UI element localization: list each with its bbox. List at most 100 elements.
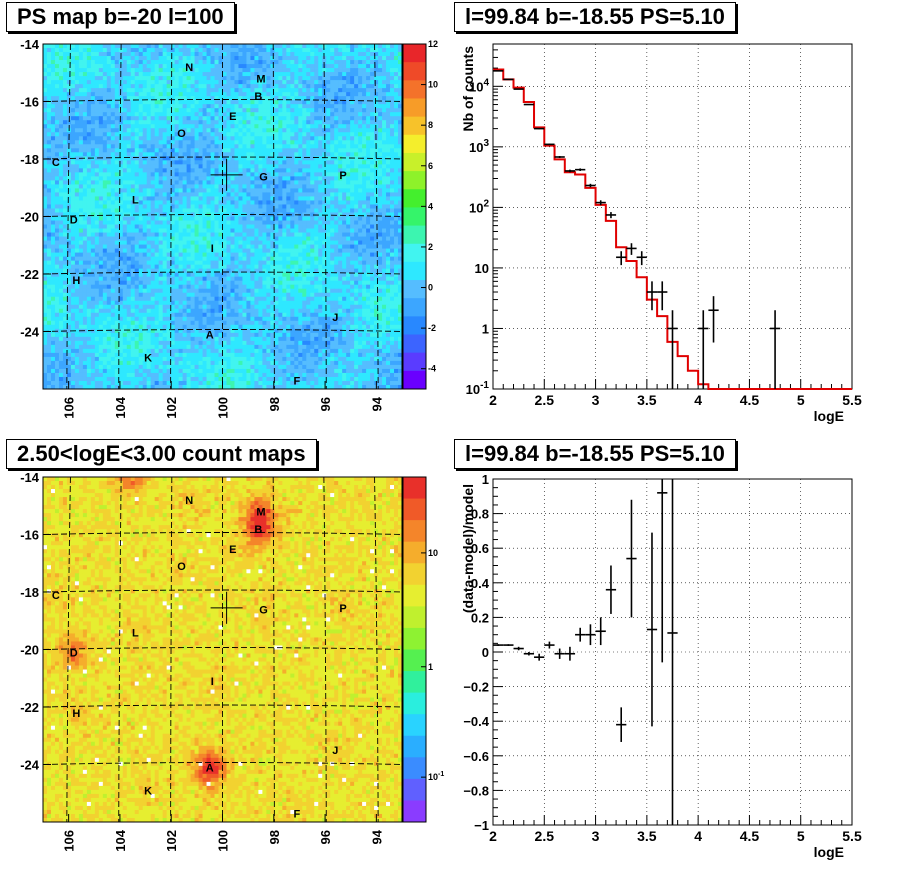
ps-pixel — [106, 168, 112, 173]
ps-pixel — [306, 44, 311, 49]
ps-pixel — [114, 112, 120, 117]
ps-pixel — [334, 68, 339, 73]
ps-pixel — [306, 192, 311, 197]
ps-pixel — [382, 48, 387, 53]
ps-pixel — [138, 216, 144, 221]
ps-pixel — [382, 92, 387, 97]
ps-pixel — [74, 264, 80, 270]
ps-pixel — [194, 232, 199, 237]
ps-pixel — [158, 184, 164, 189]
ps-pixel — [186, 260, 191, 266]
ps-pixel — [266, 160, 271, 165]
ps-pixel — [182, 264, 187, 270]
ps-pixel — [250, 248, 255, 253]
ps-pixel — [178, 156, 184, 161]
ps-pixel — [106, 148, 112, 153]
ps-pixel — [362, 156, 367, 161]
ps-pixel — [46, 204, 52, 209]
ps-pixel — [126, 240, 132, 245]
ps-pixel — [66, 164, 72, 169]
ps-pixel — [162, 196, 168, 201]
ps-pixel — [394, 56, 399, 61]
ps-pixel — [358, 160, 363, 165]
ps-pixel — [322, 216, 327, 221]
ps-pixel — [382, 256, 387, 262]
ps-pixel — [43, 208, 48, 213]
ps-pixel — [398, 228, 403, 233]
ps-pixel — [146, 152, 152, 157]
ps-pixel — [306, 252, 311, 258]
ps-pixel — [194, 132, 199, 137]
ps-pixel — [142, 76, 148, 81]
ps-pixel — [62, 148, 68, 153]
ps-pixel — [154, 236, 160, 241]
ps-pixel — [234, 92, 239, 97]
ps-pixel — [390, 236, 395, 241]
ps-pixel — [46, 92, 52, 97]
ps-pixel — [78, 236, 84, 241]
ps-pixel — [226, 88, 231, 93]
ps-pixel — [266, 260, 271, 266]
ps-pixel — [46, 84, 52, 89]
ps-pixel — [290, 48, 295, 53]
ps-pixel — [110, 100, 116, 105]
ps-pixel — [362, 224, 367, 229]
ps-pixel — [210, 192, 215, 197]
ps-pixel — [58, 108, 64, 113]
ps-pixel — [366, 176, 371, 181]
ps-pixel — [78, 124, 84, 129]
ps-pixel — [138, 196, 144, 201]
ps-pixel — [214, 204, 219, 209]
ps-pixel — [142, 236, 148, 241]
ps-pixel — [102, 240, 108, 245]
ps-pixel — [102, 112, 108, 117]
ps-pixel — [54, 152, 60, 157]
ps-pixel — [158, 168, 164, 173]
ps-pixel — [250, 184, 255, 189]
ps-pixel — [274, 248, 279, 253]
ps-pixel — [378, 172, 383, 177]
ps-pixel — [238, 52, 243, 57]
ps-pixel — [350, 200, 355, 205]
ps-pixel — [342, 48, 347, 53]
ps-pixel — [126, 216, 132, 221]
ps-pixel — [326, 144, 331, 149]
ps-pixel — [158, 124, 164, 129]
ps-pixel — [198, 128, 203, 133]
ps-pixel — [62, 180, 68, 185]
ps-pixel — [358, 116, 363, 121]
ps-pixel — [150, 236, 156, 241]
ps-pixel — [382, 104, 387, 109]
ps-pixel — [326, 164, 331, 169]
ps-pixel — [186, 84, 191, 89]
ps-pixel — [122, 200, 128, 205]
ps-pixel — [178, 104, 184, 109]
ps-pixel — [90, 168, 96, 173]
ps-pixel — [254, 168, 259, 173]
ps-pixel — [230, 112, 235, 117]
ps-pixel — [310, 140, 315, 145]
ps-pixel — [278, 68, 283, 73]
ps-pixel — [266, 112, 271, 117]
ps-pixel — [46, 116, 52, 121]
ps-pixel — [394, 140, 399, 145]
ps-pixel — [378, 120, 383, 125]
ps-pixel — [238, 208, 243, 213]
ps-pixel — [346, 220, 351, 225]
ps-pixel — [102, 44, 108, 49]
ps-pixel — [122, 232, 128, 237]
ps-pixel — [102, 64, 108, 69]
ps-pixel — [362, 200, 367, 205]
ps-pixel — [350, 60, 355, 65]
ps-pixel — [242, 44, 247, 49]
ps-pixel — [146, 240, 152, 245]
ps-pixel — [302, 60, 307, 65]
ps-pixel — [250, 252, 255, 258]
ps-pixel — [58, 48, 64, 53]
ps-pixel — [66, 236, 72, 241]
ps-pixel — [318, 80, 323, 85]
ps-pixel — [102, 48, 108, 53]
ps-pixel — [342, 116, 347, 121]
ps-pixel — [298, 140, 303, 145]
ps-pixel — [294, 72, 299, 77]
